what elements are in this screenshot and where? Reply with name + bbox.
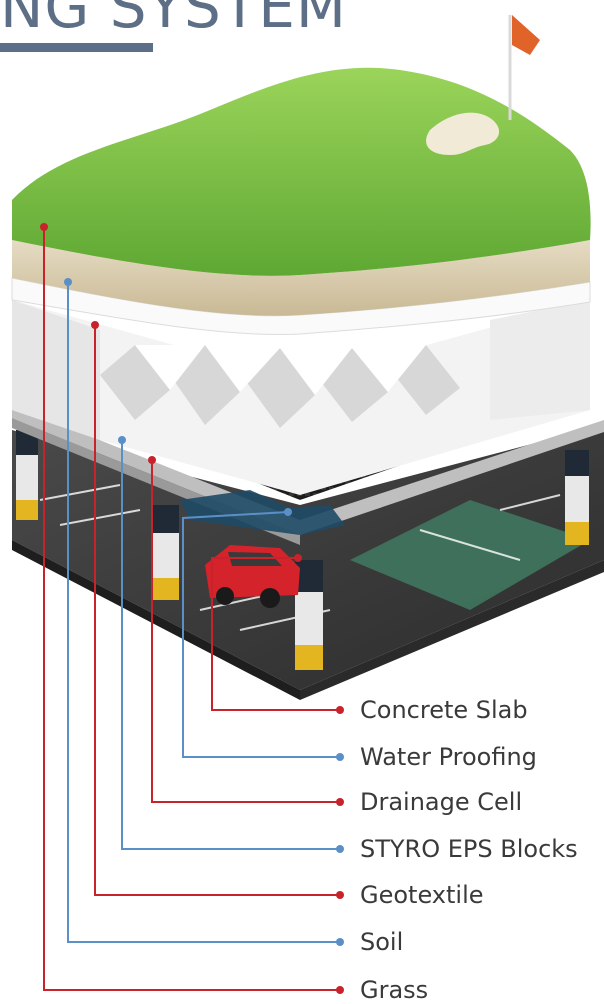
label-water-proofing: Water Proofing [360, 743, 537, 771]
parking-column [565, 450, 589, 545]
label-grass: Grass [360, 976, 429, 1004]
leader-grass [43, 227, 340, 991]
golf-flag-icon [512, 15, 540, 55]
leader-geotextile [94, 325, 340, 896]
leader-dots [40, 223, 344, 994]
leader-styro-eps [121, 440, 340, 850]
page-title: NG SYSTEM [0, 0, 347, 41]
parking-column [295, 560, 323, 670]
eps-blocks-layer [12, 300, 590, 495]
label-drainage-cell: Drainage Cell [360, 788, 523, 816]
title-underline [0, 43, 153, 52]
leader-soil [67, 282, 340, 943]
parking-column [153, 505, 179, 600]
leader-drainage-cell [151, 460, 340, 803]
leader-water-proofing [182, 511, 340, 758]
label-styro-eps-blocks: STYRO EPS Blocks [360, 835, 578, 863]
label-concrete-slab: Concrete Slab [360, 696, 528, 724]
soil-layer [12, 240, 590, 316]
leader-lines [43, 227, 340, 991]
label-geotextile: Geotextile [360, 881, 484, 909]
grass-layer [12, 15, 591, 276]
parking-column [16, 430, 38, 520]
parking-level [12, 425, 604, 700]
leader-concrete-slab [211, 557, 340, 711]
label-soil: Soil [360, 928, 404, 956]
